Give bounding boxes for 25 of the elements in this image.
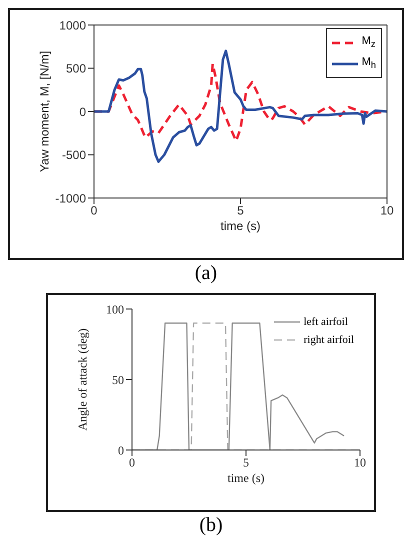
text: (b): [198, 514, 224, 537]
legend-label: left airfoil: [304, 315, 348, 330]
text: (a): [194, 262, 218, 285]
y-axis-title: Yaw moment, M, [N/m]: [37, 50, 52, 172]
legend-label: right airfoil: [304, 333, 354, 348]
y-tick-label: 1000: [59, 18, 86, 32]
x-tick-label: 5: [237, 204, 244, 218]
legend-label: M$_{h}$: [362, 55, 376, 72]
x-tick-label: 10: [380, 204, 394, 218]
y-tick-label: 0: [79, 104, 86, 119]
y-tick-label: 100: [106, 302, 124, 316]
y-tick-label: 0: [118, 443, 124, 458]
x-axis-title: time (s): [228, 471, 264, 485]
x-tick-label: 0: [129, 456, 135, 470]
x-tick-label: 10: [354, 456, 366, 470]
legend-label: M$_{z}$: [362, 34, 376, 52]
y-axis-title: Angle of attack (deg): [75, 328, 90, 431]
y-tick-label: -500: [62, 148, 86, 162]
y-tick-label: 50: [112, 372, 124, 387]
x-tick-label: 0: [90, 204, 98, 218]
y-tick-label: -1000: [55, 191, 86, 206]
y-tick-label: 500: [66, 62, 86, 76]
x-axis-title: time (s): [220, 219, 260, 233]
x-tick-label: 5: [243, 456, 249, 470]
line-series: [94, 50, 387, 163]
